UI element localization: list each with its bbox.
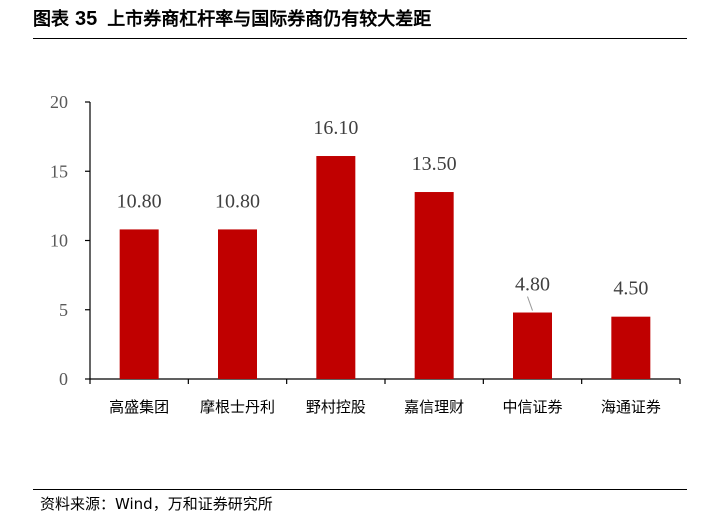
bar-series — [119, 156, 651, 379]
x-axis — [89, 378, 681, 384]
y-tick-label: 0 — [59, 369, 68, 389]
data-label: 16.10 — [313, 117, 358, 139]
title-underline — [33, 38, 687, 39]
figure-label: 图表 — [33, 9, 69, 30]
data-label: 13.50 — [412, 153, 457, 175]
y-tick-label: 20 — [50, 92, 68, 112]
bar — [316, 156, 356, 379]
bar — [119, 229, 159, 379]
bar — [218, 229, 257, 379]
y-tick-label: 10 — [50, 231, 68, 251]
source-note: 资料来源：Wind，万和证券研究所 — [40, 495, 273, 513]
category-label: 野村控股 — [306, 398, 366, 416]
figure-number: 35 — [75, 8, 98, 30]
category-label: 中信证券 — [502, 398, 562, 416]
data-labels: 10.80 10.80 16.10 13.50 4.80 4.50 — [117, 117, 648, 311]
bar-chart: 0 5 10 15 20 10.80 10.80 16.10 13.50 4.80 4.50 高盛… — [50, 92, 681, 416]
bar — [414, 192, 454, 379]
bar — [611, 316, 651, 379]
category-label: 高盛集团 — [109, 398, 169, 416]
y-tick-label: 15 — [50, 161, 68, 181]
label-leader-line — [527, 296, 533, 311]
category-labels: 高盛集团 摩根士丹利 野村控股 嘉信理财 中信证券 海通证券 — [109, 398, 661, 416]
data-label: 10.80 — [215, 190, 260, 212]
category-label: 摩根士丹利 — [200, 398, 275, 416]
figure-title: 图表 35 上市券商杠杆率与国际券商仍有较大差距 — [33, 4, 431, 34]
figure-title-text: 上市券商杠杆率与国际券商仍有较大差距 — [107, 9, 432, 30]
bar — [513, 312, 552, 379]
y-tick-label: 5 — [59, 300, 68, 320]
data-label: 4.80 — [515, 274, 550, 296]
data-label: 10.80 — [117, 190, 162, 212]
category-label: 嘉信理财 — [404, 398, 464, 416]
data-label: 4.50 — [613, 278, 648, 300]
category-label: 海通证券 — [601, 398, 661, 416]
y-axis: 0 5 10 15 20 — [50, 92, 91, 389]
source-rule — [33, 489, 687, 490]
